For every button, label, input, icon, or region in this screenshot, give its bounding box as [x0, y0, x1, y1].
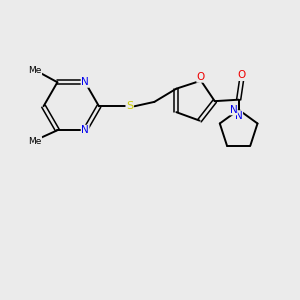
Text: N: N — [230, 105, 237, 115]
Text: Me: Me — [28, 136, 42, 146]
Text: O: O — [237, 70, 246, 80]
Text: S: S — [126, 101, 133, 111]
Text: N: N — [235, 111, 242, 121]
Text: N: N — [81, 125, 89, 135]
Text: N: N — [81, 77, 89, 87]
Text: O: O — [197, 72, 205, 82]
Text: Me: Me — [28, 66, 42, 75]
